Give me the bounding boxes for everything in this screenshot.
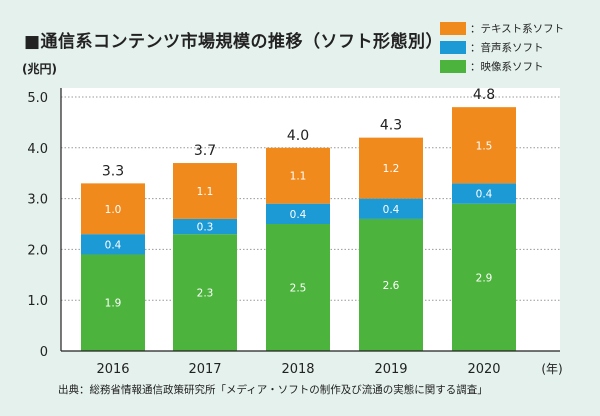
total-label: 3.7 <box>194 143 216 159</box>
bar-segment <box>359 137 423 199</box>
total-label: 4.3 <box>380 118 402 134</box>
legend-item-audio: ：音声系ソフト <box>440 38 564 57</box>
total-label: 4.0 <box>287 128 309 144</box>
bar-segment <box>452 183 516 204</box>
x-tick-label: 2017 <box>188 362 221 377</box>
x-tick-label: 2020 <box>467 362 500 377</box>
bar-segment <box>81 234 145 255</box>
bar-segment <box>266 224 330 351</box>
data-label: 2.6 <box>383 280 400 292</box>
data-label: 0.4 <box>105 239 122 251</box>
data-label: 0.4 <box>476 189 493 201</box>
x-axis-unit: (年) <box>541 362 562 376</box>
legend-swatch <box>440 22 466 35</box>
bar-segment <box>81 183 145 235</box>
bar-segment <box>173 234 237 351</box>
data-label: 1.1 <box>197 186 214 198</box>
x-tick-label: 2016 <box>96 362 129 377</box>
legend-label: ：映像系ソフト <box>470 61 544 73</box>
data-label: 2.3 <box>197 288 214 300</box>
legend-swatch <box>440 41 466 54</box>
data-label: 1.9 <box>105 298 122 310</box>
legend-item-video: ：映像系ソフト <box>440 57 564 76</box>
data-label: 2.5 <box>290 283 307 295</box>
y-axis-unit: (兆円) <box>22 62 57 76</box>
total-label: 4.8 <box>473 87 495 103</box>
bar-segment <box>173 218 237 235</box>
legend-label: ：音声系ソフト <box>470 42 544 54</box>
legend-label: ：テキスト系ソフト <box>470 23 565 35</box>
y-tick-label: 3.0 <box>27 193 48 208</box>
x-tick-label: 2018 <box>281 362 314 377</box>
bar-segment <box>359 198 423 219</box>
data-label: 1.5 <box>476 140 493 152</box>
legend-item-text: ：テキスト系ソフト <box>440 19 564 38</box>
data-label: 0.3 <box>197 222 214 234</box>
data-label: 1.2 <box>383 163 400 175</box>
source-note: 出典：総務省情報通信政策研究所「メディア・ソフトの制作及び流通の実態に関する調査… <box>58 384 488 396</box>
x-tick-label: 2019 <box>374 362 407 377</box>
bar-segment <box>266 147 330 204</box>
data-label: 1.1 <box>290 171 307 183</box>
chart-title: ■通信系コンテンツ市場規模の推移（ソフト形態別） <box>24 32 444 52</box>
bar-segment <box>81 254 145 351</box>
y-tick-label: 2.0 <box>27 243 48 258</box>
y-tick-label: 4.0 <box>27 142 48 157</box>
y-tick-label: 0 <box>40 345 48 360</box>
bar-segment <box>452 107 516 184</box>
bar-segment <box>452 203 516 351</box>
data-label: 2.9 <box>476 272 493 284</box>
total-label: 3.3 <box>102 163 124 179</box>
data-label: 0.4 <box>383 204 400 216</box>
data-label: 0.4 <box>290 209 307 221</box>
data-label: 1.0 <box>105 204 122 216</box>
y-tick-label: 5.0 <box>27 91 48 106</box>
bar-segment <box>359 218 423 351</box>
bar-segment <box>173 163 237 219</box>
y-tick-label: 1.0 <box>27 294 48 309</box>
bar-segment <box>266 203 330 224</box>
legend: ：テキスト系ソフト ：音声系ソフト ：映像系ソフト <box>440 19 564 76</box>
legend-swatch <box>440 60 466 73</box>
